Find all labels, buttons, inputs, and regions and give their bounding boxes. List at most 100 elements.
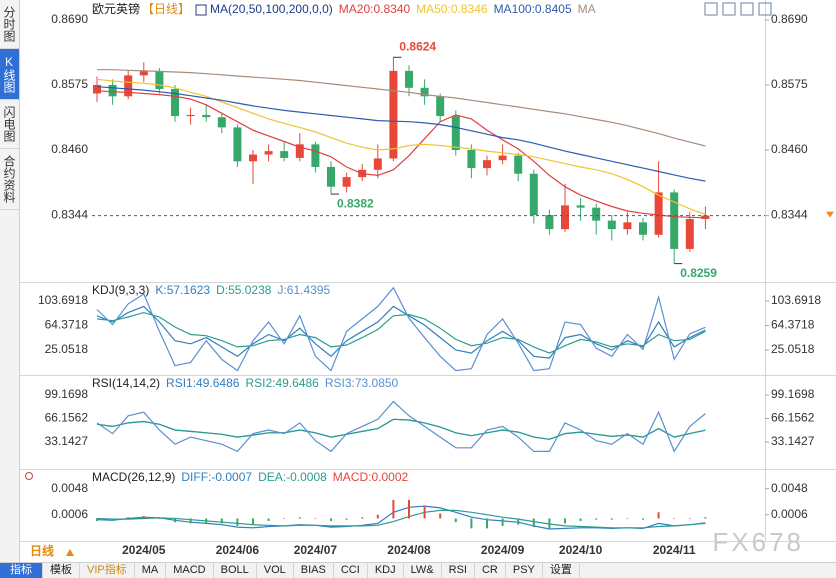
histogram-bar bbox=[158, 518, 161, 519]
extreme-label: 0.8259 bbox=[680, 266, 717, 280]
candle-body bbox=[186, 114, 195, 117]
extreme-label: 0.8624 bbox=[399, 39, 436, 53]
period-selector[interactable]: 日线 bbox=[30, 543, 54, 558]
series-line bbox=[96, 311, 706, 354]
y-tick-label: 33.1427 bbox=[771, 434, 815, 448]
y-tick-label: 0.0006 bbox=[771, 507, 808, 521]
candle-body bbox=[327, 166, 335, 187]
candle-body bbox=[654, 192, 663, 235]
histogram-bar bbox=[408, 499, 410, 519]
candle-body bbox=[295, 144, 304, 158]
sidebar-tab[interactable]: 闪电图 bbox=[0, 100, 19, 149]
icon-button[interactable] bbox=[704, 2, 718, 16]
indicator-label: MA(20,50,100,200,0,0) bbox=[210, 2, 333, 16]
indicator-tab[interactable]: VOL bbox=[257, 563, 294, 578]
candle-body bbox=[311, 144, 320, 167]
watermark: FX678 bbox=[712, 527, 804, 557]
legend-entry: MA50:0.8346 bbox=[416, 2, 488, 16]
indicator-tab[interactable]: PSY bbox=[506, 563, 543, 578]
candle-body bbox=[264, 151, 273, 155]
candle-body bbox=[373, 158, 382, 170]
histogram-bar bbox=[330, 518, 332, 521]
y-tick-label: 0.0048 bbox=[51, 481, 88, 495]
x-tick-label: 2024/06 bbox=[216, 543, 260, 557]
indicator-tab[interactable]: BIAS bbox=[294, 563, 334, 578]
candle-body bbox=[607, 220, 616, 230]
indicator-tab[interactable]: LW& bbox=[404, 563, 442, 578]
series-line bbox=[96, 86, 706, 182]
icon-button[interactable] bbox=[758, 2, 772, 16]
legend-entry: MA20:0.8340 bbox=[339, 2, 411, 16]
x-tick-label: 2024/10 bbox=[559, 543, 603, 557]
dropdown-arrow[interactable] bbox=[66, 549, 74, 556]
indicator-tab[interactable]: RSI bbox=[442, 563, 475, 578]
icon-button[interactable] bbox=[740, 2, 754, 16]
series-line bbox=[97, 69, 706, 147]
candle-body bbox=[249, 154, 257, 162]
y-tick-label: 33.1427 bbox=[45, 434, 89, 448]
indicator-tab[interactable]: 指标 bbox=[0, 563, 43, 578]
indicator-tab[interactable]: 模板 bbox=[43, 563, 80, 578]
legend-entry: RSI3:73.0850 bbox=[325, 376, 399, 390]
sidebar-tab[interactable]: 合约资料 bbox=[0, 149, 19, 210]
candle-body bbox=[436, 96, 445, 117]
indicator-tab[interactable]: MA bbox=[135, 563, 167, 578]
indicator-tab[interactable]: CCI bbox=[334, 563, 368, 578]
histogram-bar bbox=[439, 513, 442, 519]
candle-body bbox=[171, 88, 179, 117]
candle-body bbox=[592, 207, 601, 221]
y-tick-label: 25.0518 bbox=[771, 342, 815, 356]
histogram-bar bbox=[376, 514, 379, 519]
candle-body bbox=[498, 155, 507, 161]
y-tick-label: 66.1562 bbox=[45, 411, 89, 425]
histogram-bar bbox=[298, 517, 301, 519]
legend-entry: MA bbox=[578, 2, 596, 16]
legend-entry: MACD:0.0002 bbox=[333, 470, 409, 484]
histogram-bar bbox=[470, 518, 473, 529]
series-line bbox=[96, 400, 706, 453]
indicator-tab[interactable]: KDJ bbox=[368, 563, 404, 578]
series-line bbox=[96, 78, 706, 215]
histogram-bar bbox=[704, 517, 707, 519]
indicator-tab[interactable]: CR bbox=[475, 563, 506, 578]
y-tick-label: 103.6918 bbox=[771, 293, 821, 307]
series-line bbox=[96, 509, 706, 529]
indicator-tab[interactable]: VIP指标 bbox=[80, 563, 135, 578]
sidebar-tab[interactable]: K线图 bbox=[0, 49, 19, 100]
indicator-tab[interactable]: 设置 bbox=[543, 563, 580, 578]
histogram-bar bbox=[517, 518, 520, 525]
indicator-tab[interactable]: BOLL bbox=[214, 563, 257, 578]
sidebar: 分时图 K线图 闪电图 合约资料 bbox=[0, 0, 20, 562]
histogram-bar bbox=[673, 518, 676, 519]
histogram-bar bbox=[610, 518, 613, 520]
icon-button[interactable] bbox=[722, 2, 736, 16]
histogram-bar bbox=[127, 517, 130, 519]
histogram-bar bbox=[486, 518, 488, 529]
candle-body bbox=[124, 75, 133, 97]
histogram-bar bbox=[423, 506, 426, 519]
histogram-bar bbox=[392, 499, 395, 519]
indicator-tab[interactable]: MACD bbox=[166, 563, 214, 578]
candle-body bbox=[514, 155, 523, 174]
series-line bbox=[96, 505, 706, 530]
bottom-toolbar: 指标 模板 VIP指标 MA MACD BOLL VOL BIAS CCI KDJ LW& RSI CR… bbox=[0, 562, 836, 578]
x-tick-label: 2024/11 bbox=[653, 543, 696, 557]
settings-icon[interactable] bbox=[25, 472, 33, 480]
histogram-bar bbox=[252, 518, 254, 525]
y-tick-label: 0.8575 bbox=[51, 77, 88, 91]
series-line bbox=[96, 305, 706, 359]
histogram-bar bbox=[688, 518, 691, 519]
histogram-bar bbox=[361, 517, 364, 519]
candle-body bbox=[685, 218, 694, 249]
sidebar-tab[interactable]: 分时图 bbox=[0, 0, 19, 49]
candle-body bbox=[529, 173, 538, 215]
series-line bbox=[96, 90, 706, 219]
y-tick-label: 0.0048 bbox=[771, 481, 808, 495]
histogram-bar bbox=[564, 518, 566, 524]
histogram-bar bbox=[205, 518, 208, 524]
candle-body bbox=[202, 114, 211, 118]
y-tick-label: 103.6918 bbox=[38, 293, 88, 307]
candle-body bbox=[108, 85, 117, 97]
y-tick-label: 0.8344 bbox=[51, 208, 88, 222]
